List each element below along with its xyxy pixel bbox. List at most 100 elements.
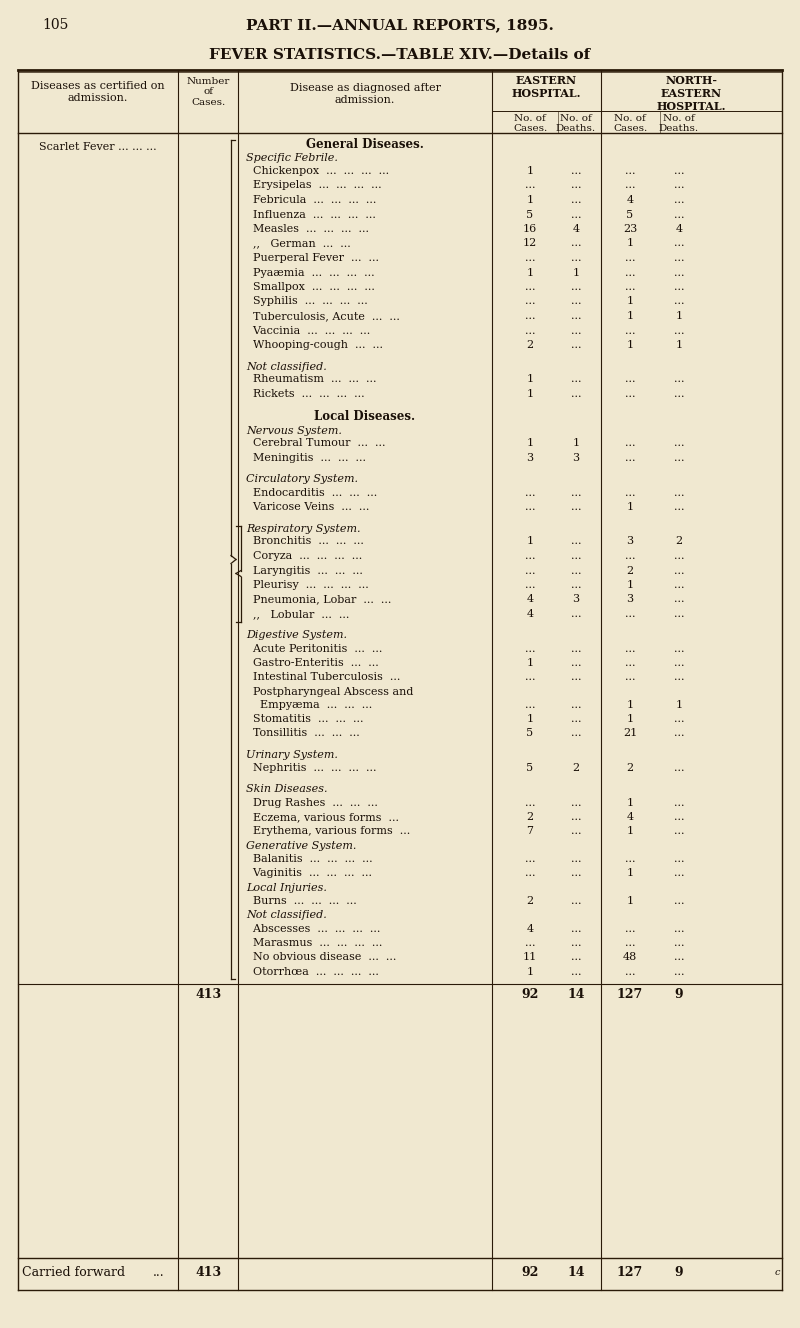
Text: ...: ...: [570, 166, 582, 177]
Text: Nervous System.: Nervous System.: [246, 425, 342, 436]
Text: Local Injuries.: Local Injuries.: [246, 883, 327, 892]
Text: ...: ...: [625, 644, 635, 653]
Text: Local Diseases.: Local Diseases.: [314, 410, 415, 424]
Text: ...: ...: [625, 967, 635, 977]
Text: 3: 3: [626, 537, 634, 547]
Text: 16: 16: [523, 224, 537, 234]
Text: 1: 1: [526, 195, 534, 205]
Text: ...: ...: [674, 438, 684, 449]
Text: Chickenpox  ...  ...  ...  ...: Chickenpox ... ... ... ...: [246, 166, 389, 177]
Text: ...: ...: [625, 854, 635, 865]
Text: ...: ...: [674, 282, 684, 292]
Text: ...: ...: [674, 869, 684, 879]
Text: ...: ...: [625, 672, 635, 683]
Text: ...: ...: [525, 181, 535, 190]
Text: Gastro-Enteritis  ...  ...: Gastro-Enteritis ... ...: [246, 657, 378, 668]
Text: ...: ...: [525, 487, 535, 498]
Text: 14: 14: [567, 988, 585, 1000]
Text: 4: 4: [526, 610, 534, 619]
Text: 1: 1: [526, 967, 534, 977]
Text: Intestinal Tuberculosis  ...: Intestinal Tuberculosis ...: [246, 672, 400, 683]
Text: Pyaæmia  ...  ...  ...  ...: Pyaæmia ... ... ... ...: [246, 267, 374, 278]
Text: Endocarditis  ...  ...  ...: Endocarditis ... ... ...: [246, 487, 378, 498]
Text: ...: ...: [570, 389, 582, 398]
Text: ...: ...: [625, 453, 635, 463]
Text: ...: ...: [525, 644, 535, 653]
Text: 3: 3: [573, 453, 579, 463]
Text: ...: ...: [570, 580, 582, 590]
Text: ...: ...: [625, 325, 635, 336]
Text: ...: ...: [674, 551, 684, 560]
Text: Syphilis  ...  ...  ...  ...: Syphilis ... ... ... ...: [246, 296, 368, 307]
Text: 21: 21: [623, 729, 637, 738]
Text: ...: ...: [570, 644, 582, 653]
Text: 105: 105: [42, 19, 68, 32]
Text: 1: 1: [573, 438, 579, 449]
Text: Erythema, various forms  ...: Erythema, various forms ...: [246, 826, 410, 837]
Text: ...: ...: [625, 282, 635, 292]
Text: 413: 413: [195, 1266, 221, 1279]
Text: ...: ...: [674, 729, 684, 738]
Text: 4: 4: [526, 595, 534, 604]
Text: 14: 14: [567, 1266, 585, 1279]
Text: ...: ...: [674, 644, 684, 653]
Text: 2: 2: [675, 537, 682, 547]
Text: ...: ...: [570, 672, 582, 683]
Text: 1: 1: [675, 700, 682, 709]
Text: ...: ...: [570, 239, 582, 248]
Text: ...: ...: [570, 537, 582, 547]
Text: Disease as diagnosed after
admission.: Disease as diagnosed after admission.: [290, 82, 441, 105]
Text: No. of
Cases.: No. of Cases.: [513, 114, 547, 133]
Text: ...: ...: [570, 254, 582, 263]
Text: 1: 1: [526, 389, 534, 398]
Text: 92: 92: [522, 988, 538, 1000]
Text: ...: ...: [674, 764, 684, 773]
Text: ...: ...: [674, 610, 684, 619]
Text: ...: ...: [570, 325, 582, 336]
Text: ...: ...: [625, 254, 635, 263]
Text: 1: 1: [626, 714, 634, 724]
Text: ...: ...: [525, 282, 535, 292]
Text: ...: ...: [570, 610, 582, 619]
Text: ...: ...: [625, 938, 635, 948]
Text: ...: ...: [674, 181, 684, 190]
Text: 1: 1: [526, 657, 534, 668]
Text: ...: ...: [525, 869, 535, 879]
Text: ...: ...: [570, 210, 582, 219]
Text: ...: ...: [525, 672, 535, 683]
Text: Pneumonia, Lobar  ...  ...: Pneumonia, Lobar ... ...: [246, 595, 391, 604]
Text: ...: ...: [674, 854, 684, 865]
Text: 92: 92: [522, 1266, 538, 1279]
Text: ...: ...: [570, 487, 582, 498]
Text: 2: 2: [573, 764, 579, 773]
Text: Febricula  ...  ...  ...  ...: Febricula ... ... ... ...: [246, 195, 376, 205]
Text: ...: ...: [625, 487, 635, 498]
Text: 5: 5: [626, 210, 634, 219]
Text: ...: ...: [674, 325, 684, 336]
Text: ...: ...: [674, 967, 684, 977]
Text: 4: 4: [626, 811, 634, 822]
Text: ...: ...: [525, 502, 535, 513]
Text: 5: 5: [526, 764, 534, 773]
Text: ...: ...: [674, 389, 684, 398]
Text: ...: ...: [525, 580, 535, 590]
Text: 48: 48: [623, 952, 637, 963]
Text: 1: 1: [626, 826, 634, 837]
Text: 1: 1: [626, 896, 634, 906]
Text: ...: ...: [674, 657, 684, 668]
Text: 4: 4: [626, 195, 634, 205]
Text: 1: 1: [573, 267, 579, 278]
Text: ...: ...: [674, 195, 684, 205]
Text: ...: ...: [570, 896, 582, 906]
Text: ...: ...: [570, 566, 582, 575]
Text: 1: 1: [526, 537, 534, 547]
Text: 4: 4: [573, 224, 579, 234]
Text: ...: ...: [674, 566, 684, 575]
Text: ...: ...: [525, 296, 535, 307]
Text: Scarlet Fever ... ... ...: Scarlet Fever ... ... ...: [39, 142, 157, 151]
Text: Respiratory System.: Respiratory System.: [246, 523, 361, 534]
Text: Pleurisy  ...  ...  ...  ...: Pleurisy ... ... ... ...: [246, 580, 369, 590]
Text: ...: ...: [674, 166, 684, 177]
Text: 3: 3: [573, 595, 579, 604]
Text: 413: 413: [195, 988, 221, 1000]
